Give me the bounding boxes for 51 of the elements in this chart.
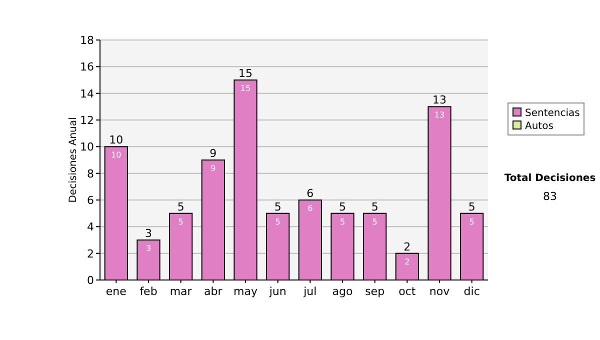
data-label: 2 (404, 257, 410, 266)
x-tick-label: abr (204, 285, 223, 298)
legend-label: Sentencias (525, 108, 580, 119)
total-label: 5 (371, 200, 378, 214)
data-label: 9 (210, 164, 216, 173)
x-tick-label: jun (268, 285, 286, 298)
y-tick-label: 10 (80, 140, 94, 154)
total-label: 13 (432, 94, 446, 107)
y-tick-label: 2 (87, 247, 94, 260)
x-tick-label: ago (332, 285, 353, 298)
x-tick-label: may (234, 285, 258, 298)
text: 83 (543, 190, 557, 203)
data-label: 5 (340, 217, 346, 226)
y-tick-label: 8 (87, 167, 94, 180)
y-tick-label: 18 (80, 34, 94, 47)
y-tick-label: 6 (87, 194, 94, 207)
x-tick-label: oct (398, 285, 416, 298)
total-label: 10 (109, 134, 124, 147)
data-label: 10 (111, 150, 122, 160)
legend-label: Autos (525, 121, 554, 132)
y-tick-label: 4 (87, 220, 94, 234)
y-axis-title: Decisiones Anual (68, 117, 79, 203)
x-tick-label: mar (170, 285, 192, 298)
x-tick-label: jul (302, 285, 317, 298)
y-tick-label: 16 (80, 60, 94, 74)
x-tick-label: feb (140, 285, 158, 298)
y-tick-label: 0 (87, 274, 94, 287)
total-label: 3 (145, 227, 152, 240)
y-tick-label: 12 (80, 114, 94, 127)
total-label: 5 (339, 200, 346, 214)
data-label: 5 (469, 217, 474, 226)
total-label: 5 (468, 200, 476, 214)
x-tick-label: ene (106, 285, 127, 298)
data-label: 15 (240, 84, 251, 93)
total-label: 5 (274, 200, 282, 214)
data-label: 5 (275, 217, 280, 226)
x-tick-label: sep (365, 285, 385, 298)
x-tick-label: dic (464, 285, 480, 298)
data-label: 5 (178, 217, 184, 226)
y-tick-label: 14 (80, 87, 94, 100)
data-label: 3 (146, 244, 152, 253)
total-label: 9 (210, 147, 217, 160)
total-label: 5 (177, 200, 184, 214)
data-label: 6 (308, 204, 313, 213)
total-label: 2 (404, 240, 411, 254)
text: Total Decisiones (504, 173, 596, 184)
x-tick-label: nov (429, 285, 450, 298)
data-label: 5 (372, 217, 378, 226)
data-label: 13 (434, 110, 445, 120)
total-label: 6 (306, 187, 314, 200)
total-label: 15 (238, 67, 252, 80)
